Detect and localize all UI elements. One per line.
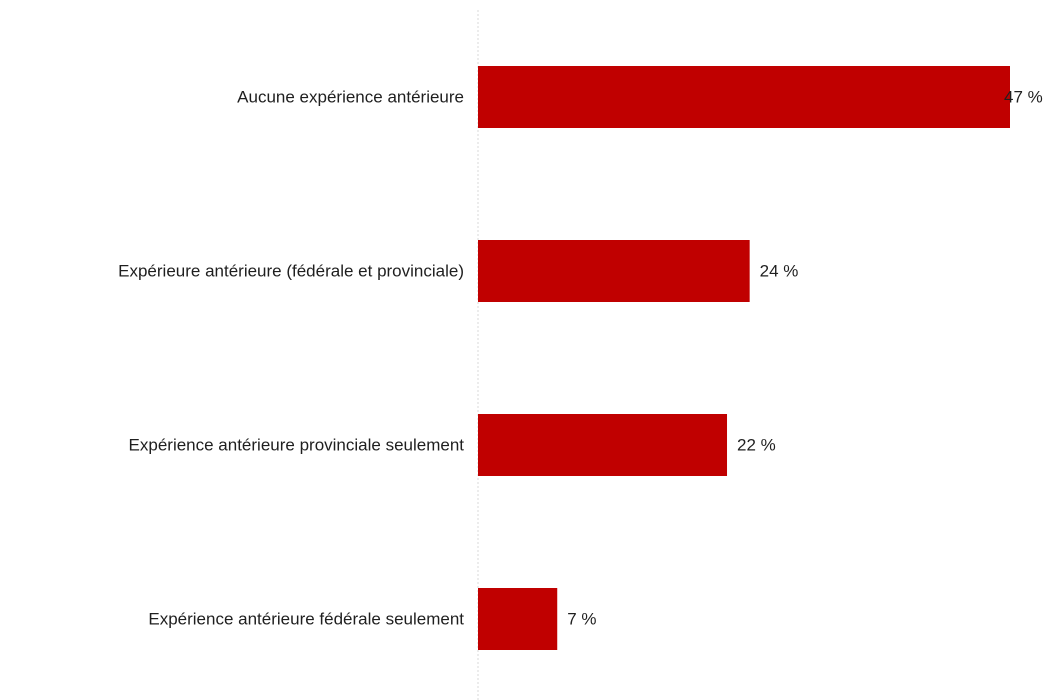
data-labels-group: 47 % 24 % 22 % 7 % bbox=[567, 88, 1043, 629]
bar-2 bbox=[478, 414, 728, 476]
data-label-0: 47 % bbox=[1004, 88, 1043, 107]
category-label-2: Expérience antérieure provinciale seulem… bbox=[129, 436, 465, 455]
category-labels-group: Aucune expérience antérieure Expérieure a… bbox=[118, 88, 464, 629]
data-label-2: 22 % bbox=[737, 436, 776, 455]
category-label-1: Expérieure antérieure (fédérale et provi… bbox=[118, 262, 464, 281]
category-label-0: Aucune expérience antérieure bbox=[237, 88, 464, 107]
bars-group bbox=[478, 66, 1010, 650]
data-label-1: 24 % bbox=[760, 262, 799, 281]
category-label-3: Expérience antérieure fédérale seulement bbox=[148, 610, 464, 629]
bar-1 bbox=[478, 240, 750, 302]
bar-0 bbox=[478, 66, 1010, 128]
data-label-3: 7 % bbox=[567, 610, 596, 629]
bar-3 bbox=[478, 588, 558, 650]
